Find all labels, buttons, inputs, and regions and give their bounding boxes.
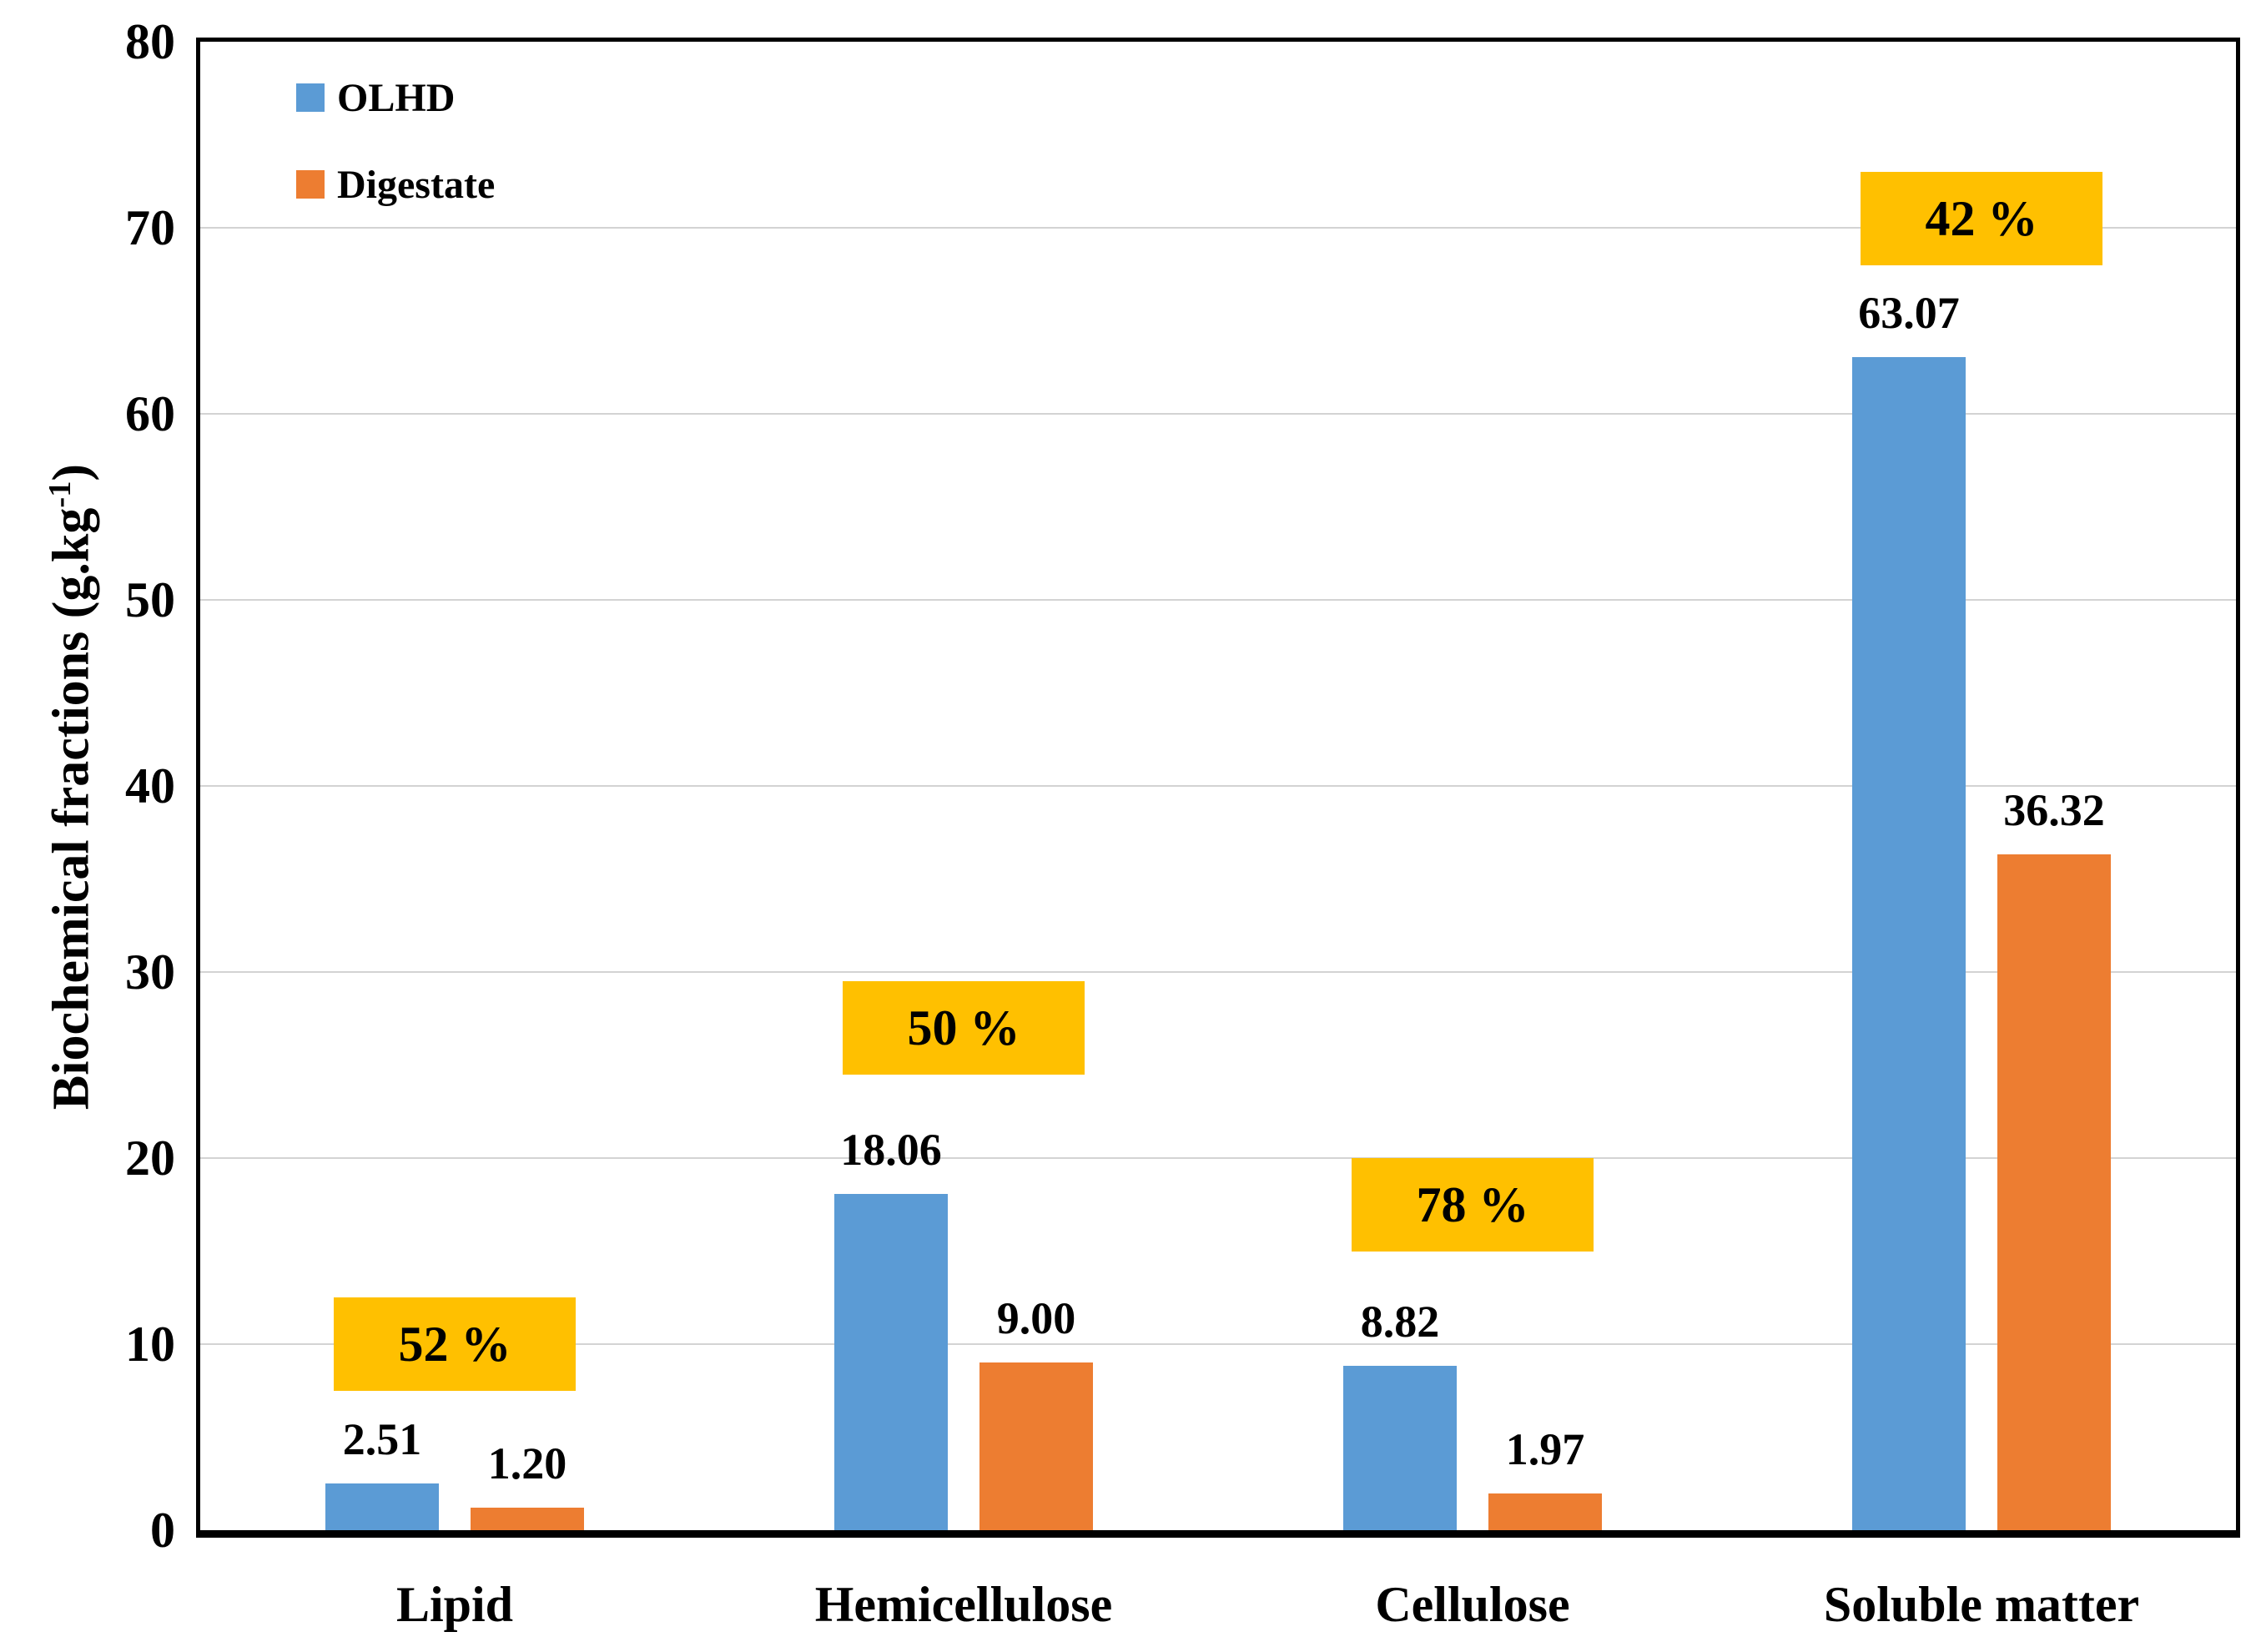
bar-olhd-hemicellulose <box>834 1194 948 1530</box>
percent-reduction-box-cellulose: 78 % <box>1352 1157 1594 1252</box>
category-label-cellulose: Cellulose <box>1375 1577 1570 1632</box>
y-tick-label-60: 60 <box>125 386 175 441</box>
y-tick-label-30: 30 <box>125 944 175 1000</box>
y-tick-label-70: 70 <box>125 200 175 255</box>
value-label-digestate-soluble-matter: 36.32 <box>2003 785 2105 836</box>
y-axis-title-close-paren: ) <box>43 463 100 481</box>
legend-label-digestate: Digestate <box>337 163 496 207</box>
category-label-hemicellulose: Hemicellulose <box>814 1577 1113 1632</box>
y-tick-label-40: 40 <box>125 758 175 813</box>
category-label-lipid: Lipid <box>395 1577 514 1632</box>
percent-reduction-box-hemicellulose: 50 % <box>843 980 1085 1075</box>
value-label-olhd-soluble-matter: 63.07 <box>1858 287 1960 338</box>
legend-swatch-olhd <box>296 83 325 112</box>
y-tick-label-10: 10 <box>125 1317 175 1372</box>
legend-swatch-digestate <box>296 170 325 199</box>
gridline-50 <box>200 599 2236 601</box>
bar-olhd-lipid <box>325 1483 439 1530</box>
gridline-10 <box>200 1343 2236 1345</box>
gridline-60 <box>200 413 2236 415</box>
value-label-digestate-hemicellulose: 9.00 <box>996 1293 1076 1344</box>
bar-olhd-cellulose <box>1343 1366 1457 1530</box>
bar-digestate-lipid <box>471 1508 584 1530</box>
bar-digestate-cellulose <box>1488 1493 1602 1530</box>
gridline-40 <box>200 785 2236 787</box>
bar-digestate-hemicellulose <box>979 1362 1093 1530</box>
gridline-20 <box>200 1157 2236 1159</box>
percent-reduction-box-lipid: 52 % <box>334 1297 576 1391</box>
y-tick-label-0: 0 <box>150 1503 175 1558</box>
gridline-70 <box>200 227 2236 229</box>
bar-olhd-soluble-matter <box>1852 356 1966 1530</box>
legend-label-olhd: OLHD <box>337 76 456 120</box>
value-label-digestate-cellulose: 1.97 <box>1505 1424 1585 1475</box>
value-label-digestate-lipid: 1.20 <box>487 1438 567 1489</box>
y-tick-label-20: 20 <box>125 1131 175 1186</box>
y-tick-label-80: 80 <box>125 14 175 69</box>
percent-reduction-box-soluble-matter: 42 % <box>1861 171 2102 265</box>
y-axis-title-superscript: -1 <box>43 481 78 508</box>
y-tick-label-50: 50 <box>125 572 175 627</box>
gridline-30 <box>200 971 2236 973</box>
value-label-olhd-hemicellulose: 18.06 <box>840 1125 942 1176</box>
bar-digestate-soluble-matter <box>1997 854 2111 1530</box>
value-label-olhd-lipid: 2.51 <box>342 1414 422 1465</box>
category-label-soluble-matter: Soluble matter <box>1823 1577 2140 1632</box>
value-label-olhd-cellulose: 8.82 <box>1360 1297 1440 1347</box>
